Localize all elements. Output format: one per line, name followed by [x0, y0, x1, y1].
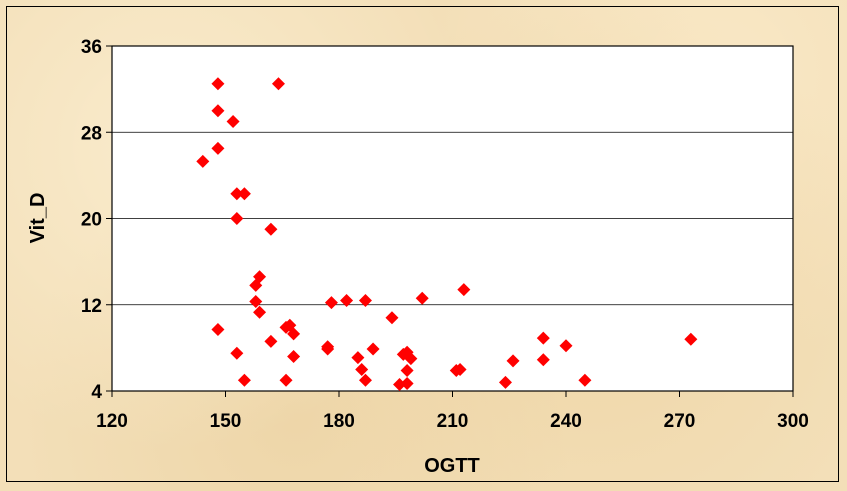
- data-point: [559, 339, 573, 353]
- data-point: [287, 327, 301, 341]
- x-tick-label: 210: [437, 411, 469, 432]
- gridlines: [112, 131, 793, 306]
- data-point: [355, 362, 369, 376]
- y-tick-label: 28: [81, 123, 102, 144]
- x-axis-title: OGTT: [424, 455, 480, 477]
- data-point: [279, 373, 293, 387]
- y-tick-label: 36: [81, 37, 102, 58]
- data-point: [253, 305, 267, 319]
- data-point: [211, 77, 225, 91]
- data-point: [237, 187, 251, 201]
- y-tick-label: 20: [81, 210, 102, 231]
- x-tick-label: 240: [550, 411, 582, 432]
- x-tick-label: 180: [323, 411, 355, 432]
- data-point: [230, 187, 244, 201]
- data-point: [400, 376, 414, 390]
- data-point: [498, 375, 512, 389]
- data-point: [196, 154, 210, 168]
- x-tick-label: 150: [210, 411, 242, 432]
- data-point: [324, 296, 338, 310]
- x-tick-label: 300: [777, 411, 809, 432]
- data-point: [237, 373, 251, 387]
- x-tick-label: 120: [96, 411, 128, 432]
- y-tick-label: 12: [81, 296, 102, 317]
- data-point: [578, 373, 592, 387]
- data-point: [249, 295, 263, 309]
- data-point: [340, 293, 354, 307]
- data-point: [264, 334, 278, 348]
- data-point: [506, 354, 520, 368]
- data-point: [351, 351, 365, 365]
- data-point: [415, 291, 429, 305]
- data-point: [457, 283, 471, 297]
- data-point: [366, 342, 380, 356]
- data-point: [211, 141, 225, 155]
- data-point: [358, 293, 372, 307]
- data-point: [385, 311, 399, 325]
- data-point: [287, 350, 301, 363]
- data-point: [211, 104, 225, 118]
- data-point: [264, 222, 278, 236]
- data-points: [196, 77, 698, 392]
- data-point: [536, 331, 550, 345]
- y-tick-label: 4: [91, 382, 102, 403]
- data-point: [226, 114, 240, 128]
- data-point: [404, 352, 418, 366]
- data-point: [211, 323, 225, 337]
- data-point: [358, 373, 372, 387]
- data-point: [453, 362, 467, 376]
- x-axis-ticks: 120 150 180 210 240 270 300: [96, 391, 809, 432]
- chart-frame: [6, 6, 839, 482]
- y-axis-ticks: 4 12 20 28 36: [81, 37, 112, 403]
- data-point: [321, 342, 335, 356]
- data-point: [230, 346, 244, 360]
- data-point: [271, 77, 285, 91]
- data-point: [684, 332, 698, 346]
- data-point: [536, 353, 550, 367]
- data-point: [400, 364, 414, 378]
- x-tick-label: 270: [664, 411, 696, 432]
- data-point: [253, 270, 267, 284]
- data-point: [230, 212, 244, 225]
- data-point: [249, 278, 263, 292]
- y-axis-title: Vit_D: [27, 193, 49, 244]
